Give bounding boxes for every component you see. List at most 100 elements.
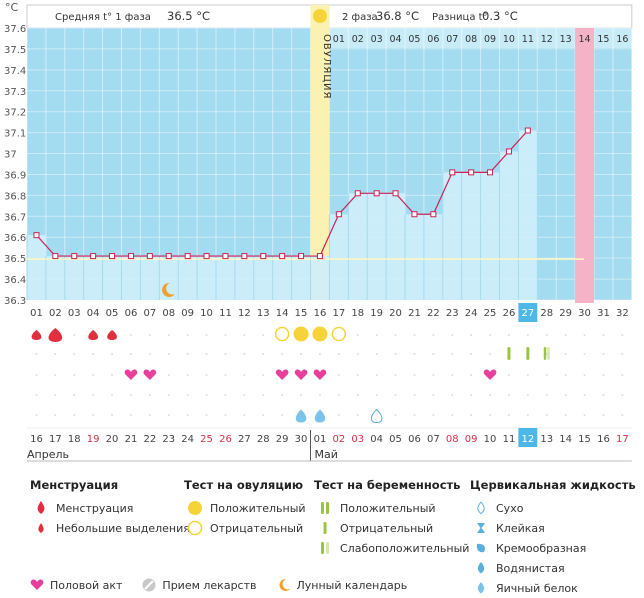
calendar-date-label: 06 bbox=[408, 434, 421, 445]
grid-dot bbox=[262, 394, 265, 396]
calendar-date-label: 21 bbox=[125, 434, 138, 445]
temperature-point bbox=[165, 253, 172, 260]
temperature-point bbox=[430, 211, 437, 218]
temperature-point bbox=[373, 190, 380, 197]
legend-medication: Прием лекарств bbox=[142, 578, 257, 592]
legend-label: Кремообразная bbox=[496, 541, 587, 555]
legend-pregnancy-positive: Положительный bbox=[314, 498, 469, 518]
legend-label: Прием лекарств bbox=[162, 578, 257, 592]
phase2-day-label: 09 bbox=[484, 34, 496, 45]
cycle-day-label: 24 bbox=[465, 308, 478, 319]
cycle-day-label: 19 bbox=[370, 308, 383, 319]
grid-dot bbox=[451, 414, 454, 416]
legend-label: Яичный белок bbox=[496, 581, 578, 595]
grid-dot bbox=[337, 353, 340, 355]
temperature-point bbox=[468, 169, 475, 176]
y-tick-label: 36.3 bbox=[4, 296, 26, 307]
grid-dot bbox=[394, 414, 397, 416]
diff-value: 0.3 °C bbox=[482, 9, 518, 23]
grid-dot bbox=[583, 334, 586, 336]
ovulation-test-negative bbox=[274, 326, 290, 342]
grid-dot bbox=[129, 334, 132, 336]
calendar-date-label: 25 bbox=[200, 434, 213, 445]
grid-dot bbox=[167, 353, 170, 355]
grid-dot bbox=[489, 414, 492, 416]
cycle-day-label: 29 bbox=[559, 308, 572, 319]
grid-dot bbox=[564, 414, 567, 416]
grid-dot bbox=[111, 394, 114, 396]
calendar-date-label: 04 bbox=[370, 434, 383, 445]
grid-dot bbox=[35, 353, 38, 355]
legend-label: Клейкая bbox=[496, 521, 545, 535]
moon-icon bbox=[277, 578, 291, 592]
legend-label: Менструация bbox=[56, 501, 134, 515]
temperature-point bbox=[241, 253, 248, 260]
grid-dot bbox=[205, 334, 208, 336]
grid-dot bbox=[281, 414, 284, 416]
cycle-day-label: 16 bbox=[314, 308, 327, 319]
calendar-date-label: 10 bbox=[484, 434, 497, 445]
legend-label: Слабоположительный bbox=[340, 541, 470, 555]
temperature-area bbox=[27, 130, 538, 300]
grid-dot bbox=[186, 414, 189, 416]
calendar-date-label: 17 bbox=[616, 434, 629, 445]
grid-dot bbox=[564, 394, 567, 396]
grid-dot bbox=[356, 414, 359, 416]
legend-label: Лунный календарь bbox=[296, 578, 408, 592]
grid-dot bbox=[583, 394, 586, 396]
grid-dot bbox=[281, 353, 284, 355]
legend-cervical-creamy: Кремообразная bbox=[470, 538, 636, 558]
grid-dot bbox=[545, 374, 548, 376]
calendar-date-label: 07 bbox=[427, 434, 440, 445]
grid-dot bbox=[262, 353, 265, 355]
grid-dot bbox=[375, 394, 378, 396]
grid-dot bbox=[507, 334, 510, 336]
grid-dot bbox=[243, 394, 246, 396]
grid-dot bbox=[281, 394, 284, 396]
calendar-date-label: 27 bbox=[238, 434, 251, 445]
cycle-day-label: 18 bbox=[351, 308, 364, 319]
grid-dot bbox=[337, 414, 340, 416]
grid-dot bbox=[602, 334, 605, 336]
grid-dot bbox=[262, 334, 265, 336]
y-tick-label: 36.7 bbox=[4, 212, 26, 223]
cycle-day-label: 21 bbox=[408, 308, 421, 319]
y-tick-label: 37.4 bbox=[4, 66, 26, 77]
grid-dot bbox=[73, 374, 76, 376]
temperature-point bbox=[71, 253, 78, 260]
grid-dot bbox=[375, 334, 378, 336]
water-drop-icon bbox=[470, 561, 492, 575]
outline-drop-icon bbox=[470, 501, 492, 515]
grid-dot bbox=[432, 334, 435, 336]
calendar-date-label: 09 bbox=[465, 434, 478, 445]
calendar-date-label: 18 bbox=[68, 434, 81, 445]
yellow-ring-icon bbox=[184, 520, 206, 536]
calendar-date-label: 08 bbox=[446, 434, 459, 445]
calendar-date-label: 24 bbox=[181, 434, 194, 445]
cycle-day-label: 01 bbox=[30, 308, 43, 319]
calendar-date-label: 29 bbox=[276, 434, 289, 445]
intercourse-heart bbox=[275, 369, 289, 380]
grid-dot bbox=[129, 394, 132, 396]
cycle-day-label: 02 bbox=[49, 308, 62, 319]
grid-dot bbox=[148, 334, 151, 336]
unit-label: °C bbox=[5, 1, 19, 14]
y-tick-label: 37 bbox=[4, 150, 17, 161]
calendar-date-label: 12 bbox=[521, 434, 534, 445]
grid-dot bbox=[564, 353, 567, 355]
cycle-day-label: 13 bbox=[257, 308, 270, 319]
calendar-date-label: 14 bbox=[559, 434, 572, 445]
grid-dot bbox=[186, 374, 189, 376]
cycle-day-label: 06 bbox=[125, 308, 138, 319]
grid-dot bbox=[186, 394, 189, 396]
cycle-day-label: 30 bbox=[578, 308, 591, 319]
weak-bar-icon bbox=[314, 541, 336, 555]
temperature-point bbox=[222, 253, 229, 260]
phase2-day-label: 13 bbox=[560, 34, 572, 45]
single-bar-icon bbox=[314, 521, 336, 535]
creamy-drop-icon bbox=[470, 542, 492, 554]
temperature-point bbox=[298, 253, 305, 260]
ovulation-label: ОВУЛЯЦИЯ bbox=[321, 34, 332, 100]
cervical-eggwhite-drop bbox=[314, 409, 326, 423]
grid-dot bbox=[432, 414, 435, 416]
